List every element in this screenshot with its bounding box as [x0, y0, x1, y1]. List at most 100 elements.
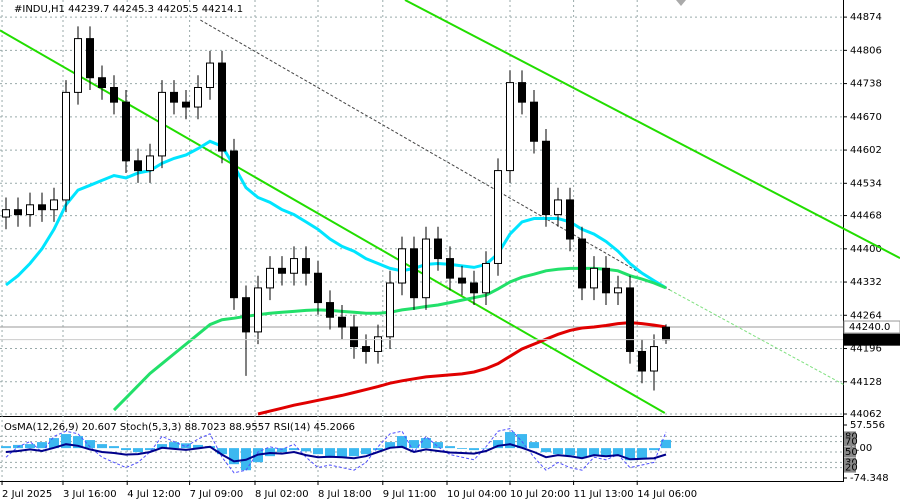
candle-body	[182, 101, 190, 108]
osma-bar	[469, 448, 479, 451]
y-tick-label: 44196	[850, 344, 882, 355]
osma-bar	[421, 438, 431, 449]
osma-bar	[193, 444, 203, 449]
level-box	[844, 462, 856, 473]
chart-shift-marker	[676, 0, 686, 6]
candle-body	[2, 209, 10, 218]
y-tick-label: 44874	[850, 12, 882, 23]
osma-bar	[181, 443, 191, 449]
candle-body	[62, 91, 70, 201]
osma-value: 20.607	[82, 422, 117, 433]
candle-body	[422, 238, 430, 299]
osma-bar	[61, 434, 71, 449]
osma-bar	[361, 448, 371, 455]
moving-average	[257, 321, 667, 416]
osma-bar	[121, 448, 131, 451]
osma-bar	[229, 448, 239, 465]
osma-bar	[109, 446, 119, 449]
osma-bar	[565, 448, 575, 456]
osma-bar	[277, 448, 287, 453]
y-tick-label: 44062	[850, 409, 882, 420]
y-tick-label: 44128	[850, 377, 882, 388]
osma-bar	[625, 448, 635, 461]
close-value: 44214.1	[202, 4, 243, 15]
candle-body	[614, 287, 622, 294]
candle-body	[398, 248, 406, 284]
osma-bar	[145, 448, 155, 451]
candle-body	[662, 326, 670, 341]
x-tick-label: 8 Jul 18:00	[318, 489, 372, 500]
symbol: #INDU,H1	[14, 4, 65, 15]
candle-body	[506, 82, 514, 172]
x-tick-label: 10 Jul 04:00	[447, 489, 507, 500]
x-tick-label: 3 Jul 16:00	[63, 489, 117, 500]
x-tick-label: 7 Jul 09:00	[190, 489, 244, 500]
osma-bar	[661, 439, 671, 449]
x-tick-label: 11 Jul 13:00	[574, 489, 634, 500]
candle-body	[278, 267, 286, 274]
candle-body	[26, 204, 34, 216]
candle-body	[50, 199, 58, 211]
candle-body	[122, 101, 130, 162]
candle-body	[518, 82, 526, 103]
candle-body	[134, 160, 142, 172]
candle-body	[194, 86, 202, 108]
bid-label: 44214.1	[849, 335, 890, 346]
level-box	[844, 436, 856, 447]
y-tick-label: 44332	[850, 277, 882, 288]
osma-bar	[169, 442, 179, 449]
rsi-name: RSI(14)	[274, 422, 311, 433]
osma-bar	[373, 448, 383, 451]
y-tick-label: 44468	[850, 211, 882, 222]
high-value: 44245.3	[113, 4, 154, 15]
candle-body	[374, 336, 382, 352]
candle-body	[626, 287, 634, 352]
candle-body	[350, 326, 358, 348]
candle-body	[410, 248, 418, 299]
osma-bar	[493, 440, 503, 449]
indicator-y-tick-label: -74.348	[850, 473, 889, 484]
bid-box	[844, 333, 900, 346]
low-value: 44205.5	[157, 4, 198, 15]
osma-bar	[217, 448, 227, 455]
osma-bar	[541, 448, 551, 453]
candle-body	[650, 346, 658, 372]
candle-body	[578, 238, 586, 289]
candle-body	[266, 267, 274, 289]
candle-body	[494, 170, 502, 264]
open-value: 44239.7	[68, 4, 109, 15]
candle-body	[254, 287, 262, 333]
osma-bar	[85, 440, 95, 449]
candle-body	[542, 140, 550, 216]
candle-body	[638, 350, 646, 372]
y-tick-label: 44264	[850, 310, 882, 321]
osma-bar	[157, 444, 167, 449]
level-box	[844, 457, 856, 468]
osma-bar	[457, 448, 467, 449]
candle-body	[314, 272, 322, 304]
y-tick-label: 44602	[850, 145, 882, 156]
osma-bar	[337, 448, 347, 457]
candle-body	[74, 38, 82, 93]
candle-body	[14, 209, 22, 216]
candle-body	[482, 262, 490, 294]
osma-bar	[397, 436, 407, 449]
osma-bar	[553, 448, 563, 455]
indicator-level-label: 50	[845, 447, 858, 458]
osma-bar	[577, 448, 587, 459]
indicator-header: OsMA(12,26,9) 20.607 Stoch(5,3,3) 88.702…	[4, 422, 355, 433]
x-tick-label: 14 Jul 06:00	[637, 489, 697, 500]
x-tick-label: 2 Jul 2025	[2, 489, 52, 500]
osma-name: OsMA(12,26,9)	[4, 422, 79, 433]
candle-body	[386, 282, 394, 338]
osma-bar	[445, 446, 455, 449]
osma-bar	[433, 442, 443, 449]
osma-bar	[649, 448, 659, 451]
rsi-value: 45.2066	[314, 422, 355, 433]
osma-bar	[637, 448, 647, 459]
x-tick-label: 9 Jul 11:00	[383, 489, 437, 500]
osma-bar	[37, 442, 47, 449]
rsi-line	[5, 443, 667, 463]
